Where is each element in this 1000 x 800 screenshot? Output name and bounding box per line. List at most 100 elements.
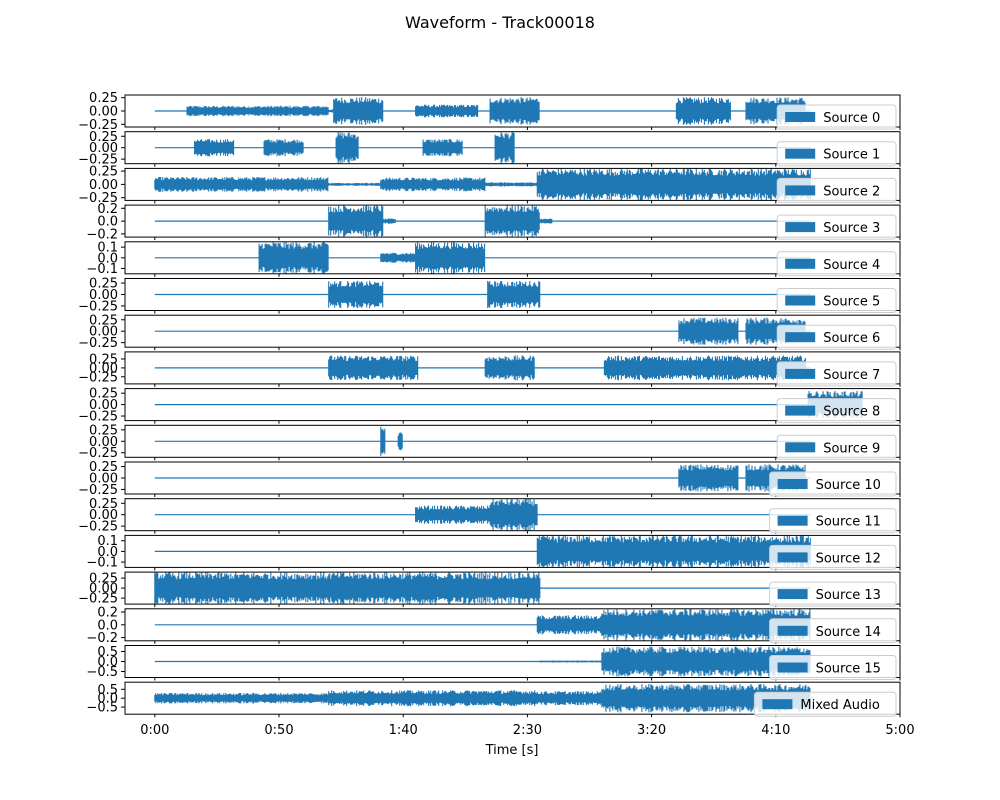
waveform-source-6 — [154, 317, 811, 345]
signal-burst-source-2-2 — [380, 177, 486, 192]
legend-box-source-0 — [776, 104, 897, 130]
signal-burst-mixed-audio-2 — [536, 691, 602, 706]
legend-label-source-7: Source 7 — [823, 368, 880, 383]
legend-box-source-4 — [776, 251, 897, 277]
signal-burst-source-4-2 — [415, 241, 486, 274]
waveform-mixed-audio — [154, 684, 811, 713]
legend-swatch-source-12 — [777, 552, 808, 563]
legend-source-14: Source 14 — [769, 618, 897, 644]
legend-box-source-8 — [776, 398, 897, 424]
legend-box-source-10 — [769, 471, 897, 497]
signal-burst-source-2-4 — [536, 168, 811, 201]
xtick-label-6: 5:00 — [885, 723, 914, 738]
signal-burst-source-3-0 — [328, 205, 384, 237]
ytick-label-mixed-audio-2: −0.5 — [86, 701, 118, 716]
xtick-label-3: 2:30 — [513, 723, 542, 738]
legend-box-source-5 — [776, 288, 897, 313]
panel-source-0: 0.250.00−0.25 Source 0 — [78, 91, 901, 133]
legend-swatch-source-8 — [785, 405, 816, 416]
ytick-label-source-8-1: 0.00 — [89, 398, 118, 413]
xtick-label-0: 0:00 — [140, 723, 169, 738]
waveform-source-8 — [154, 390, 863, 419]
legend-label-source-6: Source 6 — [823, 331, 880, 346]
legend-swatch-source-15 — [777, 662, 808, 673]
legend-box-source-9 — [776, 434, 897, 460]
legend-source-1: Source 1 — [776, 141, 897, 167]
legend-label-source-0: Source 0 — [823, 111, 880, 126]
legend-label-source-11: Source 11 — [816, 515, 881, 530]
legend-label-source-5: Source 5 — [823, 295, 880, 310]
ytick-label-source-8-0: 0.25 — [89, 387, 118, 402]
legend-box-source-1 — [776, 141, 897, 167]
legend-source-11: Source 11 — [769, 508, 897, 534]
ytick-label-source-0-0: 0.25 — [89, 91, 118, 106]
legend-source-9: Source 9 — [776, 434, 897, 460]
panel-source-1: 0.250.00−0.25 Source 1 — [78, 130, 901, 168]
signal-burst-source-0-3 — [415, 104, 479, 118]
legend-swatch-source-3 — [785, 222, 816, 233]
legend-box-source-12 — [769, 544, 897, 570]
signal-burst-source-3-2 — [484, 205, 540, 238]
ytick-label-source-12-0: 0.1 — [97, 534, 118, 549]
x-axis: 0:00 0:50 1:40 2:30 3:20 4:10 5:00 — [140, 723, 914, 738]
legend-source-3: Source 3 — [776, 214, 897, 240]
signal-burst-source-13-0 — [154, 572, 541, 605]
legend-label-mixed-audio: Mixed Audio — [800, 698, 880, 713]
ytick-label-source-5-2: −0.25 — [78, 299, 118, 314]
legend-swatch-source-4 — [785, 258, 816, 269]
signal-burst-source-0-2 — [333, 97, 384, 125]
ytick-label-source-6-0: 0.25 — [89, 313, 118, 328]
legend-label-source-3: Source 3 — [823, 221, 880, 236]
ytick-label-source-4-0: 0.1 — [97, 241, 118, 256]
panel-mixed-audio: 0.50.0−0.5 Mixed Audio — [86, 681, 901, 718]
ytick-label-source-2-1: 0.00 — [89, 178, 118, 193]
panel-source-2: 0.250.00−0.25 Source 2 — [78, 165, 901, 206]
signal-burst-source-0-0 — [186, 105, 329, 117]
ytick-label-source-10-2: −0.25 — [78, 483, 118, 498]
ytick-label-mixed-audio-0: 0.5 — [97, 683, 118, 698]
legend-swatch-source-1 — [785, 148, 816, 159]
signal-burst-source-9-0 — [380, 426, 386, 456]
waveform-source-1 — [154, 131, 811, 164]
signal-burst-source-9-1 — [397, 432, 403, 451]
ytick-label-source-14-0: 0.2 — [97, 606, 118, 621]
legend-swatch-source-10 — [777, 479, 808, 489]
ytick-label-source-3-0: 0.2 — [97, 202, 118, 217]
panel-source-13: 0.250.00−0.25 Source 13 — [78, 571, 901, 608]
ytick-label-source-6-2: −0.25 — [78, 336, 118, 351]
panel-source-12: 0.10.0−0.1 Source 12 — [86, 534, 901, 571]
legend-label-source-12: Source 12 — [816, 551, 881, 566]
ytick-label-source-1-0: 0.25 — [89, 130, 118, 145]
ytick-label-source-1-1: 0.00 — [89, 141, 118, 156]
signal-burst-source-3-3 — [539, 218, 553, 224]
legend-label-source-14: Source 14 — [816, 625, 881, 640]
xtick-label-5: 4:10 — [761, 723, 790, 738]
legend-source-10: Source 10 — [769, 471, 897, 497]
legend-box-source-6 — [776, 324, 897, 350]
panel-source-4: 0.10.0−0.1 Source 4 — [86, 241, 901, 277]
legend-mixed-audio: Mixed Audio — [753, 691, 897, 717]
signal-burst-source-11-1 — [489, 498, 538, 531]
legend-box-source-7 — [776, 361, 897, 387]
signal-burst-source-2-1 — [328, 182, 382, 186]
legend-source-15: Source 15 — [769, 655, 897, 680]
ytick-label-source-4-2: −0.1 — [86, 262, 118, 277]
signal-burst-mixed-audio-0 — [154, 692, 329, 704]
xtick-label-2: 1:40 — [389, 723, 418, 738]
waveform-source-10 — [154, 464, 811, 492]
legend-source-0: Source 0 — [776, 104, 897, 130]
legend-swatch-source-6 — [785, 332, 816, 343]
waveform-source-7 — [154, 355, 811, 381]
legend-label-source-13: Source 13 — [816, 588, 881, 603]
ytick-label-source-3-1: 0.0 — [97, 215, 118, 230]
legend-swatch-source-9 — [785, 442, 816, 453]
ytick-label-source-5-1: 0.00 — [89, 288, 118, 303]
xtick-label-4: 3:20 — [637, 723, 666, 738]
waveform-source-13 — [154, 572, 811, 605]
legend-box-source-14 — [769, 618, 897, 644]
panel-source-10: 0.250.00−0.25 Source 10 — [78, 460, 901, 498]
legend-swatch-source-11 — [777, 515, 808, 526]
ytick-label-source-11-0: 0.25 — [89, 497, 118, 512]
legend-swatch-source-7 — [785, 368, 816, 379]
